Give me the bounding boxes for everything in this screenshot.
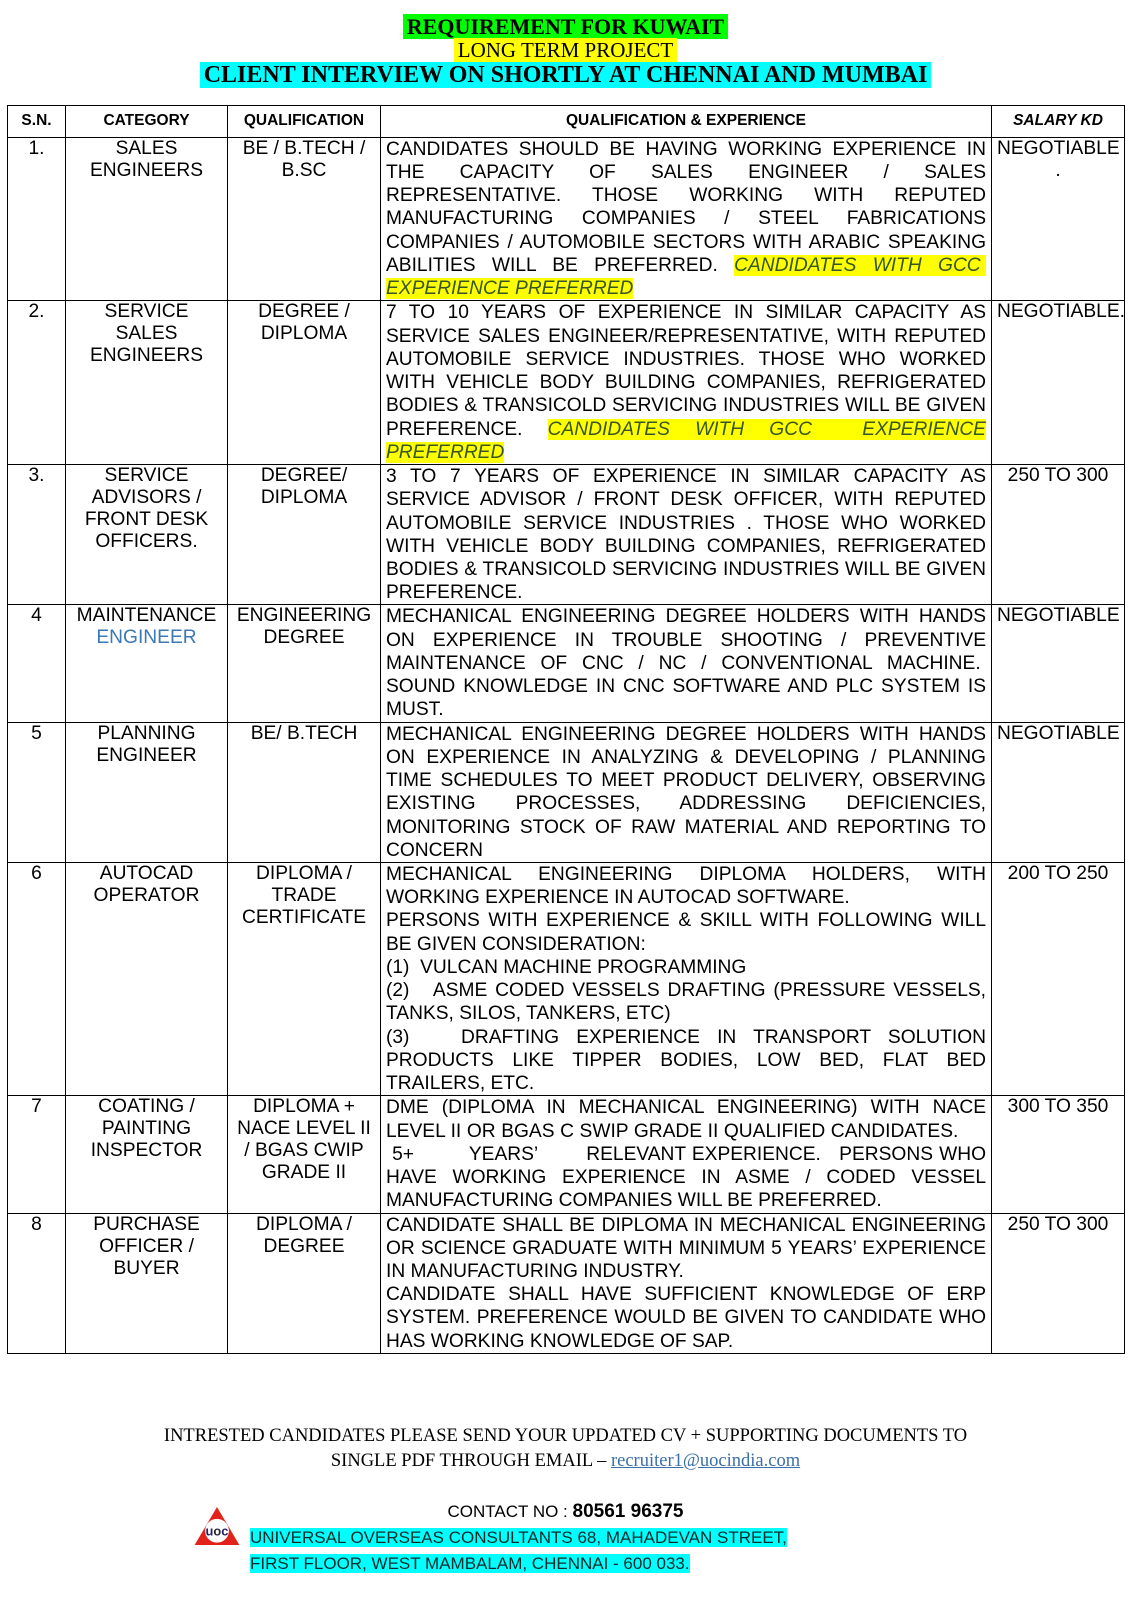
svg-text:uoc: uoc: [206, 1524, 229, 1539]
